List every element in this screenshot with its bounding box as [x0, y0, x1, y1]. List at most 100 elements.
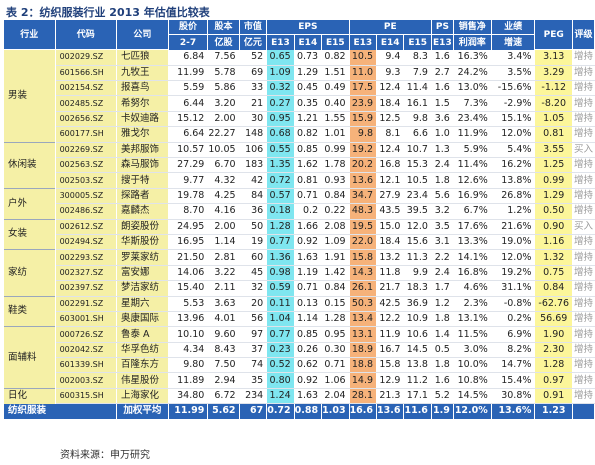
rating-cell: 增持 — [572, 234, 595, 251]
pe-e15-cell: 12.0 — [403, 218, 432, 235]
price-cell: 6.64 — [168, 126, 209, 143]
shares-cell: 8.43 — [207, 342, 240, 359]
table-row: 日化 600315.SH 上海家化 34.80 6.72 234 1.24 1.63 2.04 2… — [4, 387, 595, 405]
mktcap-cell: 32 — [239, 280, 268, 297]
pe-e15-cell: 16.1 — [403, 95, 432, 112]
eps-e14-cell: 0.85 — [294, 326, 323, 343]
price-cell: 19.78 — [168, 187, 209, 205]
ps-cell: 3.5 — [431, 218, 454, 235]
margin-cell: 16.8% — [453, 265, 492, 282]
shares-cell: 3.20 — [207, 95, 240, 112]
shares-cell: 1.14 — [207, 234, 240, 251]
ps-cell: 1.8 — [431, 311, 454, 328]
company-name: 星期六 — [116, 295, 169, 312]
pe-e15-cell: 9.9 — [403, 265, 432, 282]
margin-cell: 2.3% — [453, 295, 492, 312]
peg-cell: 1.32 — [534, 249, 574, 266]
valuation-table: 行业 代码 公司 股价 股本 市值 EPS PE PS 销售净 业绩 PEG 评… — [4, 20, 595, 419]
pe-e15-cell: 15.3 — [403, 157, 432, 174]
pe-e13-cell: 28.1 — [349, 387, 378, 405]
price-cell: 34.80 — [168, 387, 209, 405]
growth-cell: 31.1% — [491, 280, 536, 297]
growth-cell: 15.1% — [491, 111, 536, 128]
company-name: 奥康国际 — [116, 311, 169, 328]
eps-e15-cell: 0.30 — [321, 342, 350, 359]
pe-e13-cell: 19.2 — [349, 141, 378, 159]
company-name: 华斯股份 — [116, 234, 169, 251]
header-mktcap: 市值 — [239, 20, 268, 36]
company-name: 美邦服饰 — [116, 141, 169, 159]
pe-e13-cell: 15.8 — [349, 249, 378, 266]
price-cell: 27.29 — [168, 157, 209, 174]
pe-e14-cell: 9.3 — [376, 65, 405, 82]
shares-cell: 3.63 — [207, 295, 240, 312]
company-name: 罗莱家纺 — [116, 249, 169, 266]
pe-e14-cell: 15.8 — [376, 357, 405, 374]
peg-cell: 0.91 — [534, 387, 574, 405]
rating-cell: 增持 — [572, 280, 595, 297]
table-row: 002485.SZ 希努尔 6.44 3.20 21 0.27 0.35 0.40 23.9 18… — [4, 95, 595, 112]
mktcap-cell: 45 — [239, 265, 268, 282]
stock-code: 300005.SZ — [55, 187, 118, 205]
pe-e15-cell: 8.3 — [403, 49, 432, 66]
rating-cell: 增持 — [572, 372, 595, 389]
eps-e13-cell: 0.98 — [266, 265, 295, 282]
eps-e15-cell: 0.93 — [321, 172, 350, 189]
growth-cell: 8.2% — [491, 342, 536, 359]
ps-cell: 1.3 — [431, 141, 454, 159]
eps-e14-cell: 0.82 — [294, 126, 323, 143]
growth-cell: -15.6% — [491, 80, 536, 97]
pe-e14-cell: 12.9 — [376, 372, 405, 389]
eps-e14-cell: 0.71 — [294, 187, 323, 205]
pe-e15-cell: 13.8 — [403, 357, 432, 374]
mktcap-cell: 36 — [239, 203, 268, 220]
footer-eps14: 0.88 — [294, 403, 323, 419]
pe-e13-cell: 50.3 — [349, 295, 378, 312]
shares-cell: 7.56 — [207, 49, 240, 66]
mktcap-cell: 35 — [239, 372, 268, 389]
price-cell: 15.40 — [168, 280, 209, 297]
stock-code: 600177.SH — [55, 126, 118, 143]
peg-cell: 0.50 — [534, 203, 574, 220]
eps-e13-cell: 0.32 — [266, 80, 295, 97]
stock-code: 002486.SZ — [55, 203, 118, 220]
pe-e15-cell: 6.6 — [403, 126, 432, 143]
company-name: 森马服饰 — [116, 157, 169, 174]
eps-e15-cell: 1.78 — [321, 157, 350, 174]
shares-cell: 9.60 — [207, 326, 240, 343]
company-name: 富安娜 — [116, 265, 169, 282]
price-cell: 10.10 — [168, 326, 209, 343]
pe-e15-cell: 11.2 — [403, 372, 432, 389]
eps-e14-cell: 0.71 — [294, 280, 323, 297]
peg-cell: 1.29 — [534, 187, 574, 205]
company-name: 百隆东方 — [116, 357, 169, 374]
pe-e14-cell: 27.9 — [376, 187, 405, 205]
table-body: 男装 002029.SZ 七匹狼 6.84 7.56 52 0.65 0.73 0.82 10.5… — [4, 49, 595, 405]
eps-e15-cell: 1.06 — [321, 372, 350, 389]
stock-code: 002269.SZ — [55, 141, 118, 159]
table-row: 002563.SZ 森马服饰 27.29 6.70 183 1.35 1.62 1.78 20.… — [4, 157, 595, 174]
price-cell: 16.95 — [168, 234, 209, 251]
table-header: 行业 代码 公司 股价 股本 市值 EPS PE PS 销售净 业绩 PEG 评… — [4, 20, 595, 51]
pe-e14-cell: 12.4 — [376, 141, 405, 159]
margin-cell: 12.6% — [453, 172, 492, 189]
ps-cell: 1.8 — [431, 357, 454, 374]
footer-label: 纺织服装 — [4, 403, 118, 419]
stock-code: 002003.SZ — [55, 372, 118, 389]
mktcap-cell: 148 — [239, 126, 268, 143]
pe-e14-cell: 15.0 — [376, 218, 405, 235]
rating-cell: 增持 — [572, 95, 595, 112]
peg-cell: 1.25 — [534, 157, 574, 174]
footer-eps13: 0.72 — [266, 403, 295, 419]
eps-e14-cell: 0.45 — [294, 80, 323, 97]
company-name: 报喜鸟 — [116, 80, 169, 97]
growth-cell: 1.2% — [491, 203, 536, 220]
company-name: 上海家化 — [116, 387, 169, 405]
stock-code: 002503.SZ — [55, 172, 118, 189]
eps-e13-cell: 0.68 — [266, 126, 295, 143]
peg-cell: 3.13 — [534, 49, 574, 66]
mktcap-cell: 106 — [239, 141, 268, 159]
industry-cell: 鞋类 — [4, 295, 56, 327]
eps-e15-cell: 0.71 — [321, 357, 350, 374]
ps-cell: 5.6 — [431, 187, 454, 205]
